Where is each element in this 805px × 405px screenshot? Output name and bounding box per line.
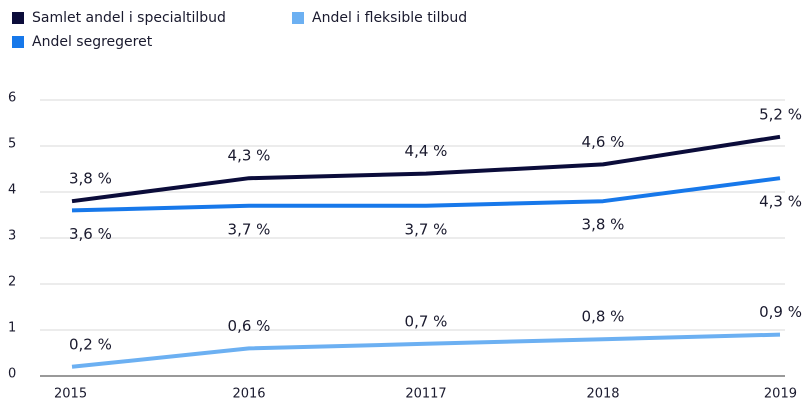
y-tick-label: 3	[8, 229, 16, 244]
y-tick-label: 6	[8, 91, 16, 106]
data-label: 5,2 %	[759, 105, 802, 123]
x-tick-label: 2018	[586, 387, 619, 402]
y-tick-label: 4	[8, 183, 16, 198]
series-line	[71, 176, 781, 213]
data-label: 0,6 %	[228, 317, 271, 335]
data-label: 3,8 %	[69, 170, 112, 188]
data-label: 0,8 %	[582, 308, 625, 326]
data-label: 3,8 %	[582, 216, 625, 234]
y-tick-label: 2	[8, 275, 16, 290]
series-line	[71, 134, 781, 204]
x-tick-label: 2019	[764, 387, 797, 402]
data-label: 3,7 %	[228, 220, 271, 238]
y-tick-label: 5	[8, 137, 16, 152]
series-line	[71, 332, 781, 369]
data-label: 3,7 %	[405, 220, 448, 238]
legend-swatch	[12, 36, 24, 48]
x-tick-label: 2016	[232, 387, 265, 402]
data-label: 0,9 %	[759, 303, 802, 321]
data-label: 0,7 %	[405, 312, 448, 330]
y-tick-label: 0	[8, 367, 16, 382]
legend-swatch	[12, 12, 24, 24]
data-label: 4,3 %	[759, 193, 802, 211]
x-tick-label: 2015	[54, 387, 87, 402]
legend-label: Andel i fleksible tilbud	[312, 10, 467, 26]
legend-label: Andel segregeret	[32, 34, 153, 50]
data-label: 4,3 %	[228, 147, 271, 165]
x-tick-label: 20117	[405, 387, 446, 402]
y-tick-label: 1	[8, 321, 16, 336]
legend-label: Samlet andel i specialtilbud	[32, 10, 226, 26]
data-label: 4,4 %	[405, 142, 448, 160]
data-label: 4,6 %	[582, 133, 625, 151]
legend-swatch	[292, 12, 304, 24]
data-label: 0,2 %	[69, 335, 112, 353]
data-label: 3,6 %	[69, 225, 112, 243]
